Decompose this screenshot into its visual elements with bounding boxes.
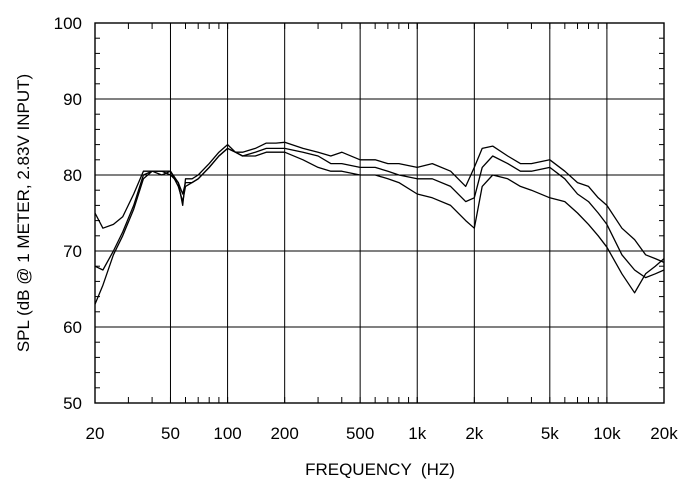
grid [95,23,664,403]
x-tick-label: 10k [593,424,621,443]
x-tick-label: 200 [270,424,298,443]
x-tick-label: 100 [213,424,241,443]
x-axis-title: FREQUENCY (HZ) [305,460,455,479]
x-tick-labels: 20 50 100 200 500 1k 2k 5k 10k 20k [86,424,679,443]
series-group [94,141,665,305]
x-tick-label: 1k [408,424,426,443]
x-tick-label: 2k [465,424,483,443]
y-tick-label: 100 [54,14,82,33]
x-tick-label: 500 [346,424,374,443]
y-tick-label: 90 [63,90,82,109]
y-tick-label: 70 [63,242,82,261]
series-line-1 [94,141,665,263]
tick-marks [94,23,665,403]
x-tick-label: 20 [86,424,105,443]
plot-frame [94,22,665,404]
y-tick-label: 80 [63,166,82,185]
x-tick-label: 5k [541,424,559,443]
series-line-3 [94,147,665,305]
y-axis-title: SPL (dB @ 1 METER, 2.83V INPUT) [14,74,33,352]
y-tick-label: 60 [63,318,82,337]
x-tick-label: 50 [161,424,180,443]
y-tick-labels: 50 60 70 80 90 100 [54,14,82,413]
x-tick-label: 20k [650,424,678,443]
series-line-2 [94,147,665,279]
y-tick-label: 50 [63,394,82,413]
